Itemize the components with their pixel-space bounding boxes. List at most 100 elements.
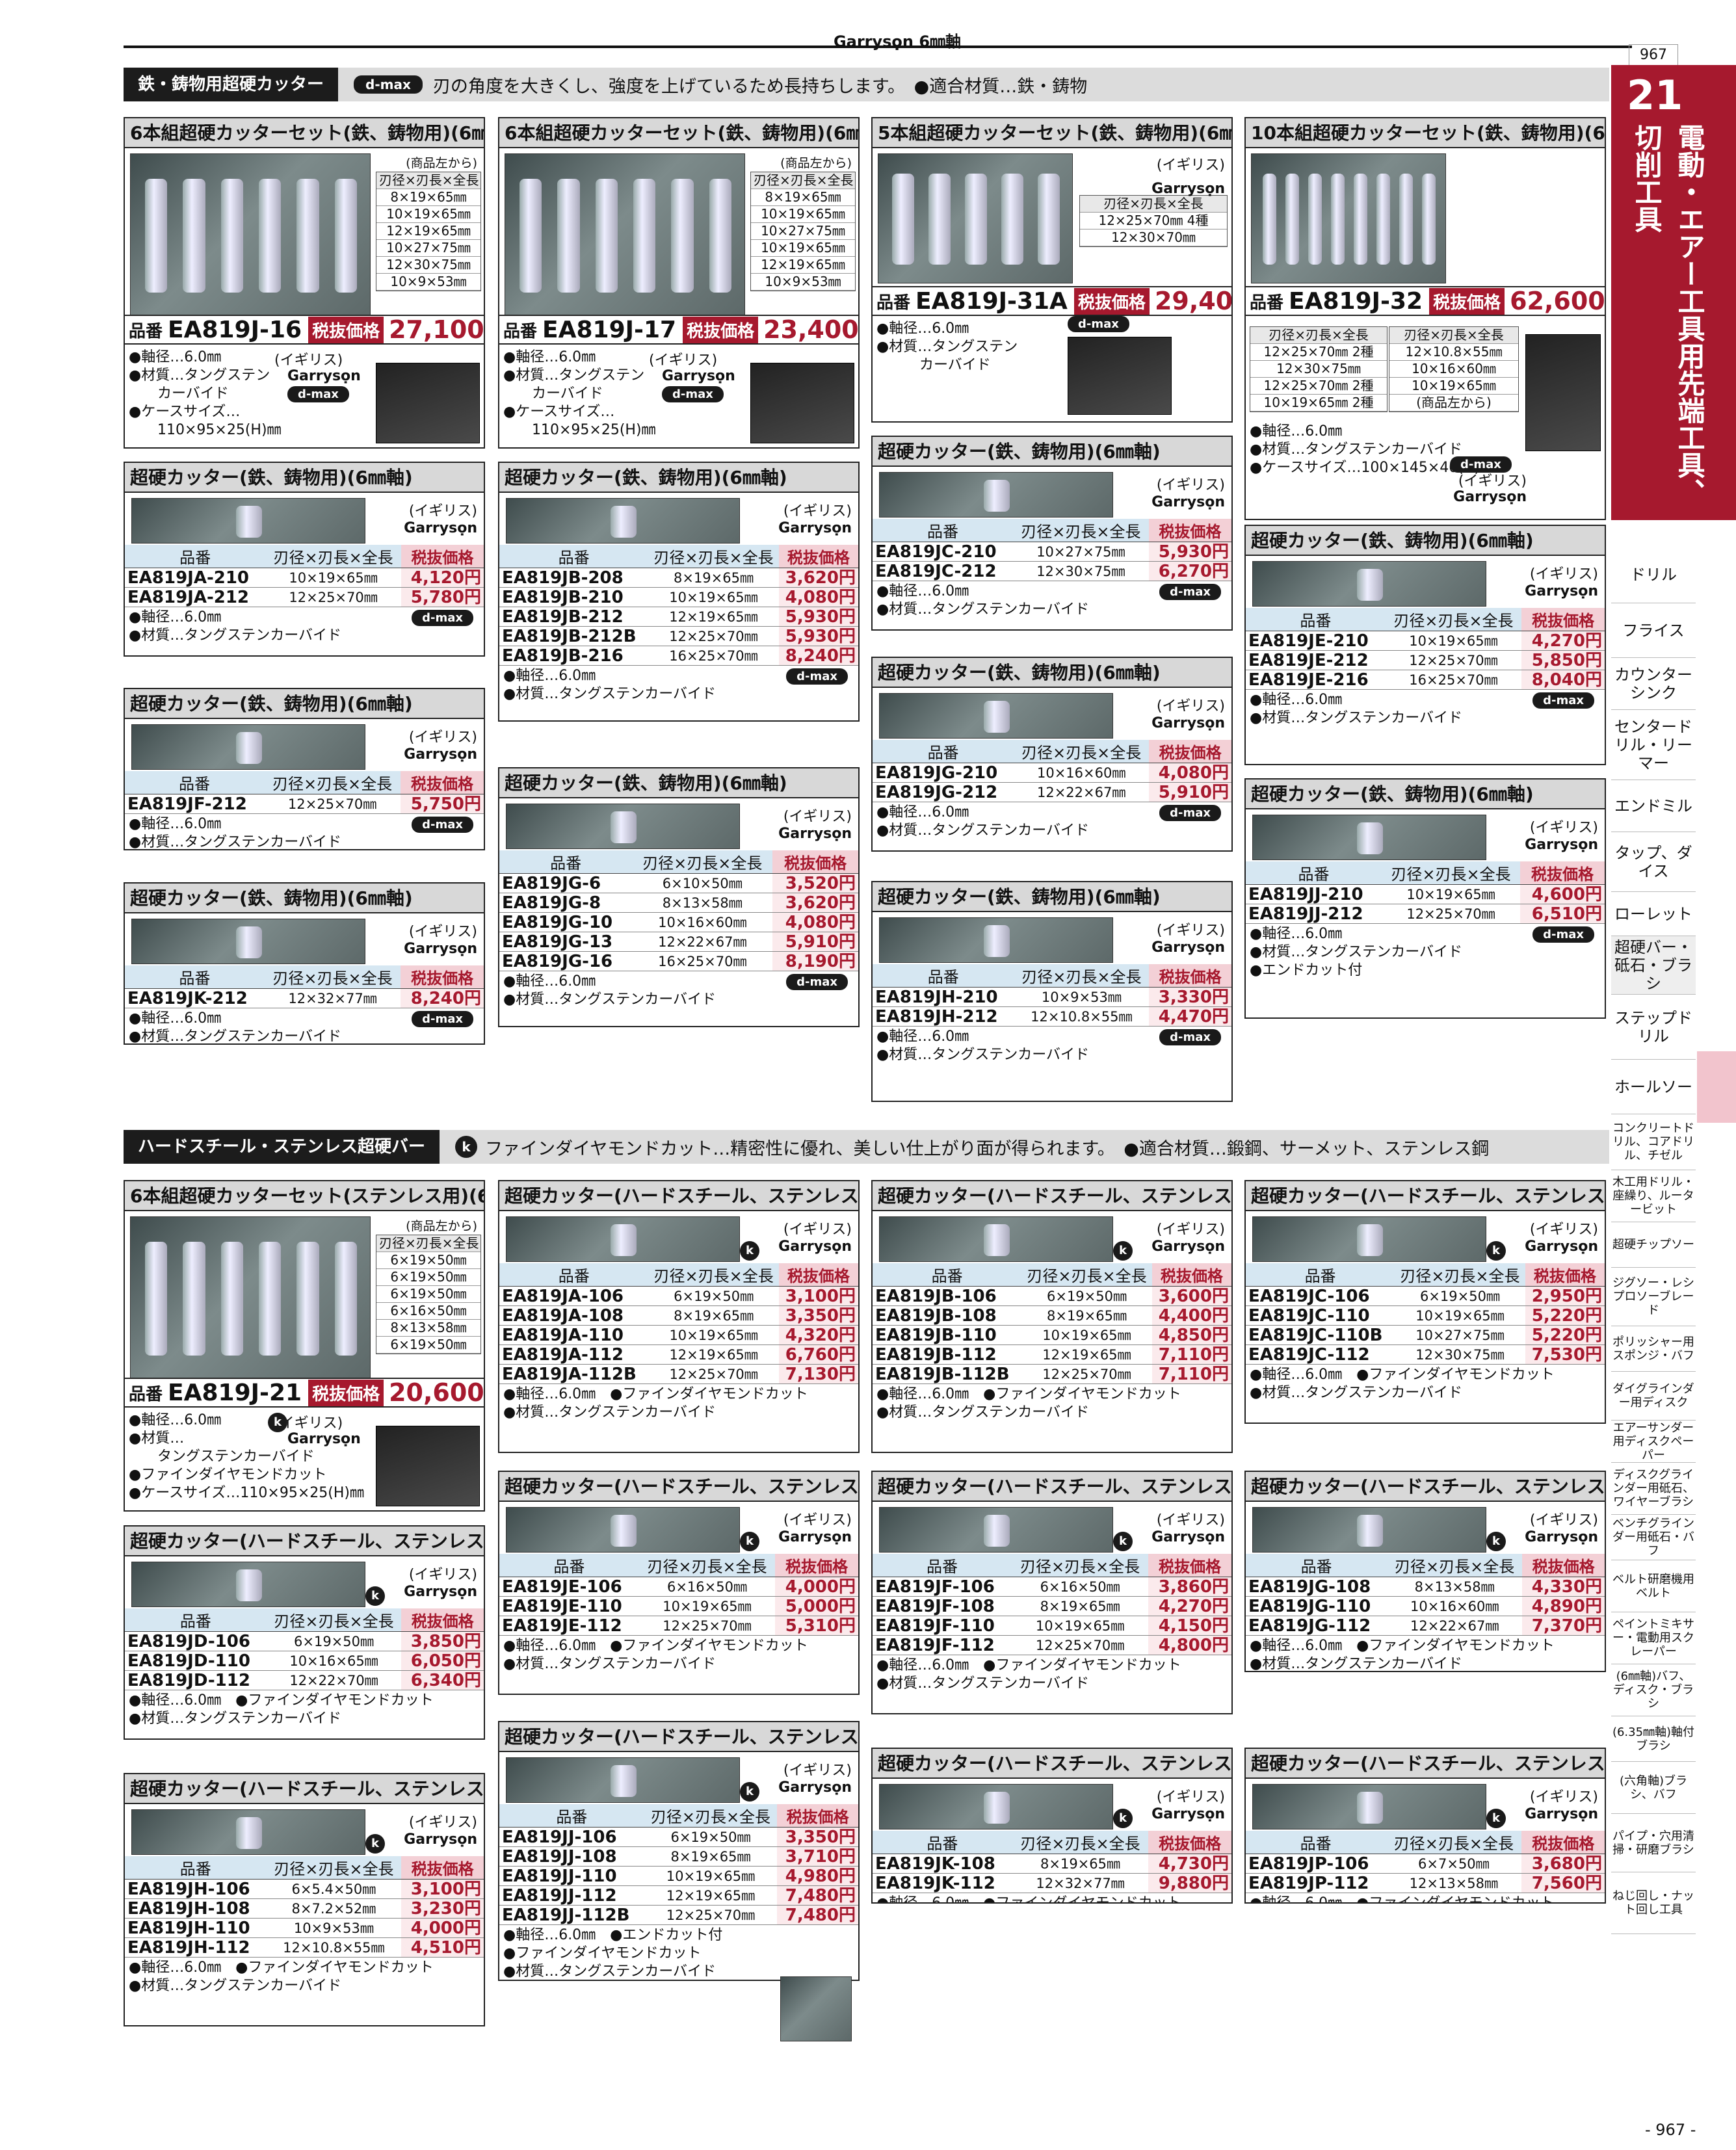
product-code[interactable]: EA819JB-210 bbox=[499, 587, 649, 607]
product-code[interactable]: EA819JA-108 bbox=[499, 1305, 649, 1326]
product-code[interactable]: EA819JC-112 bbox=[1246, 1344, 1395, 1365]
product-code[interactable]: EA819JE-216 bbox=[1246, 670, 1386, 690]
product-code[interactable]: EA819JE-106 bbox=[499, 1577, 639, 1597]
product-code[interactable]: EA819JJ-212 bbox=[1246, 904, 1382, 924]
nav-item[interactable]: タップ、ダイス bbox=[1611, 832, 1696, 892]
product-code[interactable]: EA819JC-110 bbox=[1246, 1305, 1395, 1326]
nav-item[interactable]: ダイグラインダー用ディスク bbox=[1611, 1372, 1696, 1421]
product-code[interactable]: EA819JH-112 bbox=[125, 1937, 267, 1958]
product-code[interactable]: EA819JH-110 bbox=[125, 1918, 267, 1938]
product-code[interactable]: EA819JA-210 bbox=[125, 568, 266, 588]
product-code[interactable]: EA819JG-110 bbox=[1246, 1596, 1387, 1616]
set-code[interactable]: EA819J-17 bbox=[542, 316, 677, 343]
note-line: ●材質…タングステンカーバイド bbox=[503, 1656, 716, 1672]
product-code[interactable]: EA819JJ-210 bbox=[1246, 884, 1382, 904]
product-code[interactable]: EA819JJ-112 bbox=[499, 1885, 644, 1906]
nav-item[interactable]: ねじ回し・ナット回し工具 bbox=[1611, 1872, 1696, 1934]
product-code[interactable]: EA819JB-108 bbox=[873, 1305, 1022, 1326]
product-code[interactable]: EA819JG-16 bbox=[499, 951, 633, 971]
product-code[interactable]: EA819JD-110 bbox=[125, 1651, 267, 1671]
chapter-tab[interactable]: 21 切削工具 電動・エアー工具用先端工具、 bbox=[1611, 65, 1736, 520]
product-code[interactable]: EA819JC-212 bbox=[873, 561, 1013, 581]
product-code[interactable]: EA819JA-112 bbox=[499, 1344, 649, 1365]
nav-item[interactable]: センタードリル・リーマー bbox=[1611, 710, 1696, 780]
product-code[interactable]: EA819JA-112B bbox=[499, 1364, 649, 1384]
product-code[interactable]: EA819JG-108 bbox=[1246, 1577, 1387, 1597]
nav-item[interactable]: (六角軸)ブラシ、バフ bbox=[1611, 1762, 1696, 1814]
set-code[interactable]: EA819J-16 bbox=[168, 316, 302, 343]
nav-item[interactable]: ジグソー・レシプロソーブレード bbox=[1611, 1268, 1696, 1326]
product-code[interactable]: EA819JG-10 bbox=[499, 912, 633, 932]
nav-item[interactable]: (6㎜軸)バフ、ディスク・ブラシ bbox=[1611, 1664, 1696, 1716]
product-code[interactable]: EA819JB-112 bbox=[873, 1344, 1022, 1365]
product-code[interactable]: EA819JG-210 bbox=[873, 763, 1014, 783]
product-code[interactable]: EA819JG-212 bbox=[873, 782, 1014, 802]
nav-item[interactable]: フライス bbox=[1611, 603, 1696, 658]
product-code[interactable]: EA819JJ-106 bbox=[499, 1827, 644, 1847]
product-code[interactable]: EA819JH-106 bbox=[125, 1879, 267, 1899]
product-code[interactable]: EA819JH-210 bbox=[873, 987, 1014, 1007]
product-code[interactable]: EA819JB-208 bbox=[499, 568, 649, 588]
product-code[interactable]: EA819JK-112 bbox=[873, 1873, 1012, 1893]
product-code[interactable]: EA819JE-212 bbox=[1246, 650, 1386, 670]
product-code[interactable]: EA819JA-106 bbox=[499, 1286, 649, 1306]
product-code[interactable]: EA819JF-106 bbox=[873, 1577, 1012, 1597]
product-code[interactable]: EA819JE-112 bbox=[499, 1616, 639, 1636]
set-code[interactable]: EA819J-31A bbox=[915, 287, 1068, 315]
nav-item[interactable]: ドリル bbox=[1611, 546, 1696, 603]
product-code[interactable]: EA819JG-8 bbox=[499, 893, 633, 913]
product-code[interactable]: EA819JB-112B bbox=[873, 1364, 1022, 1384]
nav-item[interactable]: パイプ・穴用清掃・研磨ブラシ bbox=[1611, 1814, 1696, 1872]
product-code[interactable]: EA819JK-212 bbox=[125, 988, 265, 1008]
product-code[interactable]: EA819JG-6 bbox=[499, 873, 633, 893]
product-code[interactable]: EA819JK-108 bbox=[873, 1854, 1012, 1874]
product-code[interactable]: EA819JG-13 bbox=[499, 932, 633, 952]
product-code[interactable]: EA819JG-112 bbox=[1246, 1616, 1387, 1636]
product-code[interactable]: EA819JB-212B bbox=[499, 626, 649, 646]
nav-item[interactable]: ローレット bbox=[1611, 892, 1696, 936]
product-code[interactable]: EA819JH-212 bbox=[873, 1006, 1014, 1027]
product-code[interactable]: EA819JB-212 bbox=[499, 607, 649, 627]
nav-item[interactable]: エアーサンダー用ディスクペーパー bbox=[1611, 1421, 1696, 1463]
product-code[interactable]: EA819JC-210 bbox=[873, 542, 1013, 562]
product-code[interactable]: EA819JF-212 bbox=[125, 794, 265, 814]
product-code[interactable]: EA819JD-112 bbox=[125, 1670, 267, 1690]
product-code[interactable]: EA819JC-110B bbox=[1246, 1325, 1395, 1345]
case-photo bbox=[1525, 334, 1601, 451]
product-code[interactable]: EA819JA-212 bbox=[125, 587, 266, 607]
product-code[interactable]: EA819JH-108 bbox=[125, 1898, 267, 1919]
nav-item[interactable]: コンクリートドリル、コアドリル、チゼル bbox=[1611, 1114, 1696, 1170]
nav-item[interactable]: エンドミル bbox=[1611, 780, 1696, 832]
product-code[interactable]: EA819JA-110 bbox=[499, 1325, 649, 1345]
nav-item[interactable]: 超硬チップソー bbox=[1611, 1222, 1696, 1268]
product-code[interactable]: EA819JC-106 bbox=[1246, 1286, 1395, 1306]
nav-item[interactable]: カウンターシンク bbox=[1611, 658, 1696, 710]
nav-item[interactable]: (6.35㎜軸)軸付ブラシ bbox=[1611, 1716, 1696, 1762]
set-code[interactable]: EA819J-21 bbox=[168, 1379, 302, 1406]
nav-item[interactable]: ホールソー bbox=[1611, 1060, 1696, 1114]
product-code[interactable]: EA819JF-112 bbox=[873, 1635, 1012, 1655]
product-code[interactable]: EA819JJ-108 bbox=[499, 1846, 644, 1867]
nav-item[interactable]: ペイントミキサー・電動用スクレーパー bbox=[1611, 1612, 1696, 1664]
product-code[interactable]: EA819JP-112 bbox=[1246, 1873, 1386, 1893]
product-code[interactable]: EA819JP-106 bbox=[1246, 1854, 1386, 1874]
nav-item[interactable]: ベルト研磨機用ベルト bbox=[1611, 1560, 1696, 1612]
product-code[interactable]: EA819JJ-110 bbox=[499, 1866, 644, 1886]
nav-item[interactable]: 超硬バー・砥石・ブラシ bbox=[1611, 936, 1696, 995]
set-code[interactable]: EA819J-32 bbox=[1289, 287, 1423, 315]
product-code[interactable]: EA819JE-110 bbox=[499, 1596, 639, 1616]
product-code[interactable]: EA819JJ-112B bbox=[499, 1905, 644, 1925]
product-code[interactable]: EA819JF-110 bbox=[873, 1616, 1012, 1636]
nav-item[interactable]: ベンチグラインダー用砥石・バフ bbox=[1611, 1515, 1696, 1560]
product-code[interactable]: EA819JB-106 bbox=[873, 1286, 1022, 1306]
product-code[interactable]: EA819JF-108 bbox=[873, 1596, 1012, 1616]
spec-notes: ●軸径…6.0㎜ ●材質…タングステンカーバイド bbox=[1250, 691, 1462, 728]
product-code[interactable]: EA819JD-106 bbox=[125, 1631, 267, 1651]
nav-item[interactable]: 木工用ドリル・座繰り、ルータービット bbox=[1611, 1170, 1696, 1222]
nav-item[interactable]: ディスクグラインダー用砥石、ワイヤーブラシ bbox=[1611, 1463, 1696, 1515]
nav-item[interactable]: ステップドリル bbox=[1611, 995, 1696, 1060]
product-code[interactable]: EA819JB-110 bbox=[873, 1325, 1022, 1345]
product-code[interactable]: EA819JE-210 bbox=[1246, 631, 1386, 651]
nav-item[interactable]: ポリッシャー用スポンジ・バフ bbox=[1611, 1326, 1696, 1372]
product-code[interactable]: EA819JB-216 bbox=[499, 646, 649, 666]
